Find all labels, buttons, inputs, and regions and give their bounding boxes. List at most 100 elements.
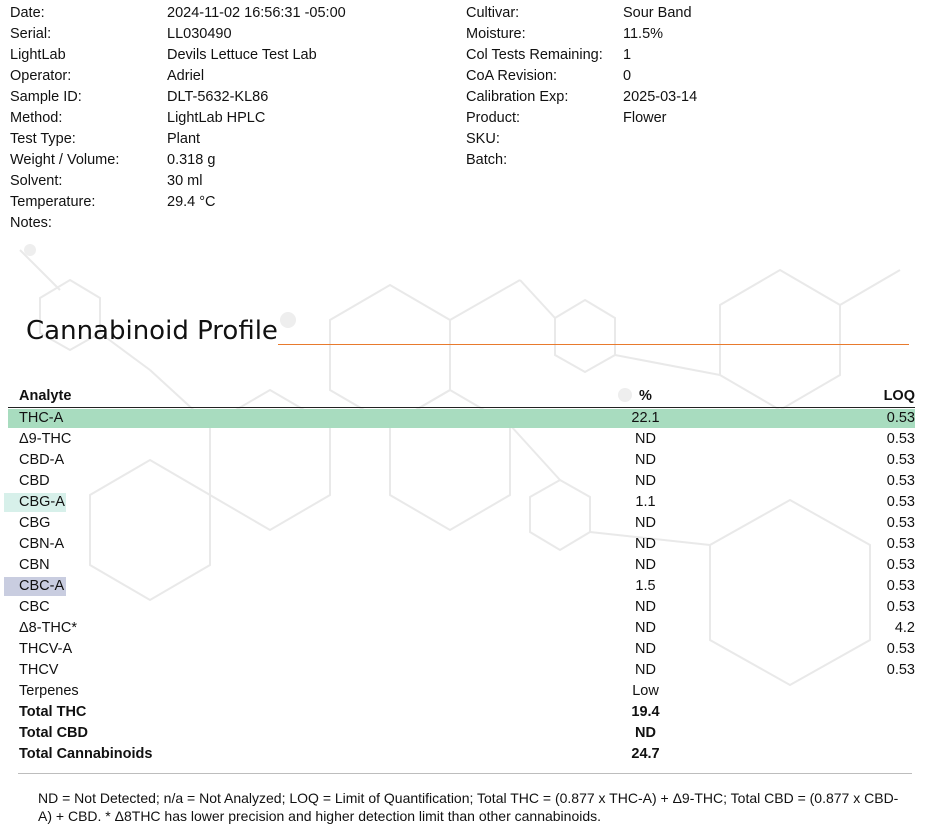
metadata-value: 1 (623, 47, 632, 63)
analyte-cell: THCV-A (19, 641, 73, 657)
footnote: ND = Not Detected; n/a = Not Analyzed; L… (38, 790, 899, 824)
header-loq: LOQ (883, 388, 915, 404)
metadata-row: Serial: LL030490 (10, 24, 450, 45)
metadata-label: Calibration Exp: (466, 89, 569, 105)
table-row: THCV-A ND 0.53 (8, 639, 915, 660)
loq-cell: 0.53 (886, 515, 915, 531)
percent-cell: 22.1 (631, 410, 660, 426)
table-row: Total THC 19.4 (8, 702, 915, 723)
analyte-cell: Total Cannabinoids (19, 746, 153, 762)
row-highlight (8, 409, 915, 428)
analyte-cell: Total THC (19, 704, 87, 720)
percent-cell: ND (635, 557, 656, 573)
loq-cell: 0.53 (886, 473, 915, 489)
analyte-cell: Terpenes (19, 683, 79, 699)
metadata-value: Sour Band (623, 5, 692, 21)
metadata-value: DLT-5632-KL86 (167, 89, 269, 105)
percent-cell: 19.4 (631, 704, 660, 720)
analyte-cell: CBC (19, 599, 50, 615)
table-row: Total Cannabinoids 24.7 (8, 744, 915, 765)
percent-cell: 24.7 (631, 746, 660, 762)
metadata-value: Plant (167, 131, 201, 147)
table-row: CBD-A ND 0.53 (8, 450, 915, 471)
row-highlight (4, 577, 66, 596)
loq-cell: 0.53 (886, 662, 915, 678)
row-highlight (4, 493, 66, 512)
metadata-label: CoA Revision: (466, 68, 558, 84)
loq-cell: 0.53 (886, 452, 915, 468)
metadata-row: Notes: (10, 213, 450, 234)
metadata-value: 0.318 g (167, 152, 216, 168)
table-row: CBG-A 1.1 0.53 (4, 492, 915, 513)
metadata-label: Notes: (10, 215, 52, 231)
analyte-cell: THC-A (19, 410, 64, 426)
percent-cell: 1.5 (635, 578, 656, 594)
table-row: Δ8-THC* ND 4.2 (8, 618, 915, 639)
loq-cell: 0.53 (886, 410, 915, 426)
analyte-cell: CBD-A (19, 452, 65, 468)
loq-cell: 4.2 (894, 620, 915, 636)
analyte-cell: CBG-A (19, 494, 65, 510)
metadata-label: Solvent: (10, 173, 63, 189)
analyte-cell: CBN-A (19, 536, 65, 552)
analyte-cell: CBC-A (19, 578, 65, 594)
metadata-value: LL030490 (167, 26, 232, 42)
metadata-value: LightLab HPLC (167, 110, 266, 126)
cannabinoid-table: Analyte % LOQ THC-A 22.1 0.53 Δ9-THC ND 0.53 C… (4, 386, 915, 765)
table-row: CBD ND 0.53 (8, 471, 915, 492)
metadata-label: SKU: (466, 131, 500, 147)
analyte-cell: CBG (19, 515, 51, 531)
percent-cell: 1.1 (635, 494, 656, 510)
table-row: Δ9-THC ND 0.53 (8, 429, 915, 450)
loq-cell: 0.53 (886, 599, 915, 615)
metadata-row: Operator: Adriel (10, 66, 450, 87)
header-analyte: Analyte (19, 388, 72, 404)
metadata-row: Cultivar: Sour Band (466, 3, 926, 24)
loq-cell: 0.53 (886, 536, 915, 552)
metadata-value: 11.5% (623, 26, 664, 42)
section-title: Cannabinoid Profile (26, 316, 278, 346)
metadata-value: 2025-03-14 (623, 89, 698, 105)
percent-cell: ND (635, 725, 656, 741)
metadata-row: Calibration Exp: 2025-03-14 (466, 87, 926, 108)
metadata-label: Col Tests Remaining: (466, 47, 603, 63)
metadata-label: Batch: (466, 152, 508, 168)
analyte-cell: Total CBD (19, 725, 89, 741)
loq-cell: 0.53 (886, 641, 915, 657)
metadata-label: Test Type: (10, 131, 76, 147)
metadata-row: Sample ID: DLT-5632-KL86 (10, 87, 450, 108)
analyte-cell: CBD (19, 473, 50, 489)
percent-cell: ND (635, 431, 656, 447)
metadata-row: Solvent: 30 ml (10, 171, 450, 192)
percent-cell: ND (635, 515, 656, 531)
percent-cell: ND (635, 473, 656, 489)
metadata-value: 30 ml (167, 173, 203, 189)
percent-cell: ND (635, 599, 656, 615)
table-row: THC-A 22.1 0.53 (8, 408, 915, 429)
metadata-row: LightLab Devils Lettuce Test Lab (10, 45, 450, 66)
metadata-label: Serial: (10, 26, 52, 42)
loq-cell: 0.53 (886, 578, 915, 594)
title-underline (278, 344, 909, 345)
metadata-value: 29.4 °C (167, 194, 216, 210)
analyte-cell: Δ8-THC* (19, 620, 78, 636)
analyte-cell: THCV (19, 662, 59, 678)
metadata-row: Date: 2024-11-02 16:56:31 -05:00 (10, 3, 450, 24)
metadata-right-column: Cultivar: Sour Band Moisture: 11.5% Col Test… (466, 3, 926, 171)
metadata-row: Product: Flower (466, 108, 926, 129)
metadata-row: SKU: (466, 129, 926, 150)
percent-cell: ND (635, 662, 656, 678)
analyte-cell: CBN (19, 557, 50, 573)
metadata-row: Weight / Volume: 0.318 g (10, 150, 450, 171)
loq-cell: 0.53 (886, 431, 915, 447)
table-row: CBG ND 0.53 (8, 513, 915, 534)
metadata-value: Devils Lettuce Test Lab (167, 47, 317, 63)
table-row: Terpenes Low (8, 681, 915, 702)
metadata-label: Moisture: (466, 26, 526, 42)
metadata-row: CoA Revision: 0 (466, 66, 926, 87)
loq-cell: 0.53 (886, 494, 915, 510)
metadata-row: Test Type: Plant (10, 129, 450, 150)
metadata-label: LightLab (10, 47, 66, 63)
metadata-row: Temperature: 29.4 °C (10, 192, 450, 213)
metadata-label: Product: (466, 110, 520, 126)
